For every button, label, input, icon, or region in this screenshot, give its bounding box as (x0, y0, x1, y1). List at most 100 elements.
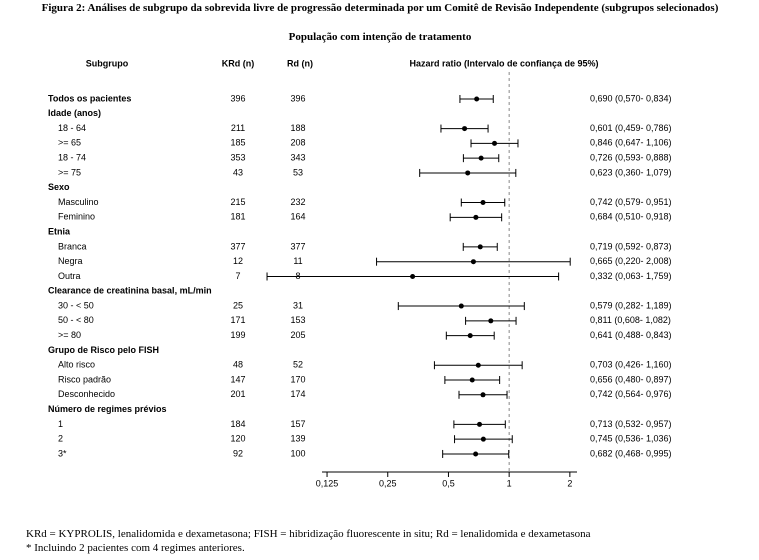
subgroup-heading: Grupo de Risco pelo FISH (48, 345, 159, 355)
krd-count: 92 (233, 448, 243, 458)
hazard-ratio-point (478, 155, 484, 161)
rd-count: 396 (290, 93, 305, 103)
rd-count: 164 (290, 212, 305, 222)
subgroup-heading: Todos os pacientes (48, 93, 131, 103)
krd-count: 211 (231, 123, 245, 133)
column-header: Hazard ratio (Intervalo de confiança de … (409, 58, 598, 68)
krd-count: 171 (230, 315, 245, 325)
subgroup-label: 1 (58, 419, 63, 429)
subgroup-label: Outra (58, 271, 81, 281)
hazard-ratio-label: 0,332 (0,063- 1,759) (590, 271, 672, 281)
column-header: Subgrupo (86, 58, 129, 68)
subgroup-heading: Idade (anos) (48, 108, 101, 118)
column-header: KRd (n) (222, 58, 255, 68)
hazard-ratio-point (477, 244, 483, 250)
hazard-ratio-point (458, 303, 464, 309)
subgroup-label: Negra (58, 256, 83, 266)
krd-count: 377 (230, 241, 245, 251)
krd-count: 7 (235, 271, 240, 281)
krd-count: 181 (230, 212, 245, 222)
subgroup-label: >= 65 (58, 138, 81, 148)
krd-count: 353 (230, 153, 245, 163)
hazard-ratio-point (480, 436, 486, 442)
x-tick-label: 1 (507, 478, 512, 488)
subgroup-label: Branca (58, 241, 87, 251)
hazard-ratio-point (467, 333, 473, 339)
hazard-ratio-point (465, 170, 471, 176)
krd-count: 25 (233, 300, 243, 310)
subgroup-label: >= 80 (58, 330, 81, 340)
hazard-ratio-label: 0,690 (0,570- 0,834) (590, 93, 672, 103)
hazard-ratio-label: 0,665 (0,220- 2,008) (590, 256, 672, 266)
hazard-ratio-label: 0,742 (0,579- 0,951) (590, 197, 672, 207)
rd-count: 377 (290, 241, 305, 251)
hazard-ratio-label: 0,742 (0,564- 0,976) (590, 389, 672, 399)
hazard-ratio-point (475, 362, 481, 368)
subgroup-label: >= 75 (58, 167, 81, 177)
subgroup-heading: Clearance de creatinina basal, mL/min (48, 286, 212, 296)
subgroup-label: 18 - 74 (58, 153, 86, 163)
krd-count: 199 (230, 330, 245, 340)
hazard-ratio-label: 0,726 (0,593- 0,888) (590, 153, 672, 163)
subgroup-heading: Etnia (48, 226, 71, 236)
column-header: Rd (n) (287, 58, 313, 68)
hazard-ratio-label: 0,713 (0,532- 0,957) (590, 419, 672, 429)
subgroup-label: 2 (58, 434, 63, 444)
hazard-ratio-point (410, 273, 416, 279)
rd-count: 31 (293, 300, 303, 310)
hazard-ratio-point (477, 421, 483, 427)
subgroup-label: Feminino (58, 212, 95, 222)
hazard-ratio-point (473, 451, 479, 457)
rd-count: 52 (293, 360, 303, 370)
krd-count: 185 (230, 138, 245, 148)
krd-count: 215 (230, 197, 245, 207)
rd-count: 53 (293, 167, 303, 177)
rd-count: 157 (290, 419, 305, 429)
hazard-ratio-label: 0,811 (0,608- 1,082) (590, 315, 671, 325)
hazard-ratio-point (480, 392, 486, 398)
rd-count: 153 (290, 315, 305, 325)
krd-count: 396 (230, 93, 245, 103)
krd-count: 43 (233, 167, 243, 177)
hazard-ratio-label: 0,745 (0,536- 1,036) (590, 434, 672, 444)
hazard-ratio-point (462, 126, 468, 132)
subgroup-heading: Sexo (48, 182, 70, 192)
footnote: * Incluindo 2 pacientes com 4 regimes an… (26, 542, 245, 554)
footnote: KRd = KYPROLIS, lenalidomida e dexametas… (26, 528, 591, 540)
subgroup-heading: Número de regimes prévios (48, 404, 167, 414)
rd-count: 139 (290, 434, 305, 444)
x-tick-label: 0,5 (442, 478, 455, 488)
krd-count: 12 (233, 256, 243, 266)
rd-count: 100 (290, 448, 305, 458)
subgroup-label: 30 - < 50 (58, 300, 94, 310)
hazard-ratio-label: 0,684 (0,510- 0,918) (590, 212, 672, 222)
hazard-ratio-label: 0,601 (0,459- 0,786) (590, 123, 672, 133)
krd-count: 201 (230, 389, 245, 399)
rd-count: 170 (290, 374, 305, 384)
subgroup-label: 3* (58, 448, 67, 458)
hazard-ratio-label: 0,719 (0,592- 0,873) (590, 241, 672, 251)
rd-count: 174 (290, 389, 305, 399)
subgroup-label: Desconhecido (58, 389, 115, 399)
rd-count: 11 (293, 256, 302, 266)
rd-count: 188 (290, 123, 305, 133)
hazard-ratio-label: 0,703 (0,426- 1,160) (590, 360, 672, 370)
rd-count: 8 (295, 271, 300, 281)
hazard-ratio-label: 0,641 (0,488- 0,843) (590, 330, 672, 340)
hazard-ratio-point (480, 200, 486, 206)
hazard-ratio-label: 0,656 (0,480- 0,897) (590, 374, 672, 384)
subgroup-label: Risco padrão (58, 374, 111, 384)
x-tick-label: 2 (567, 478, 572, 488)
rd-count: 232 (290, 197, 305, 207)
hazard-ratio-label: 0,579 (0,282- 1,189) (590, 300, 672, 310)
hazard-ratio-point (488, 318, 494, 324)
hazard-ratio-point (469, 377, 475, 383)
chart-subtitle: População com intenção de tratamento (288, 31, 472, 43)
x-tick-label: 0,125 (316, 478, 339, 488)
hazard-ratio-label: 0,623 (0,360- 1,079) (590, 167, 672, 177)
krd-count: 48 (233, 360, 243, 370)
subgroup-label: 50 - < 80 (58, 315, 94, 325)
hazard-ratio-point (492, 140, 498, 146)
